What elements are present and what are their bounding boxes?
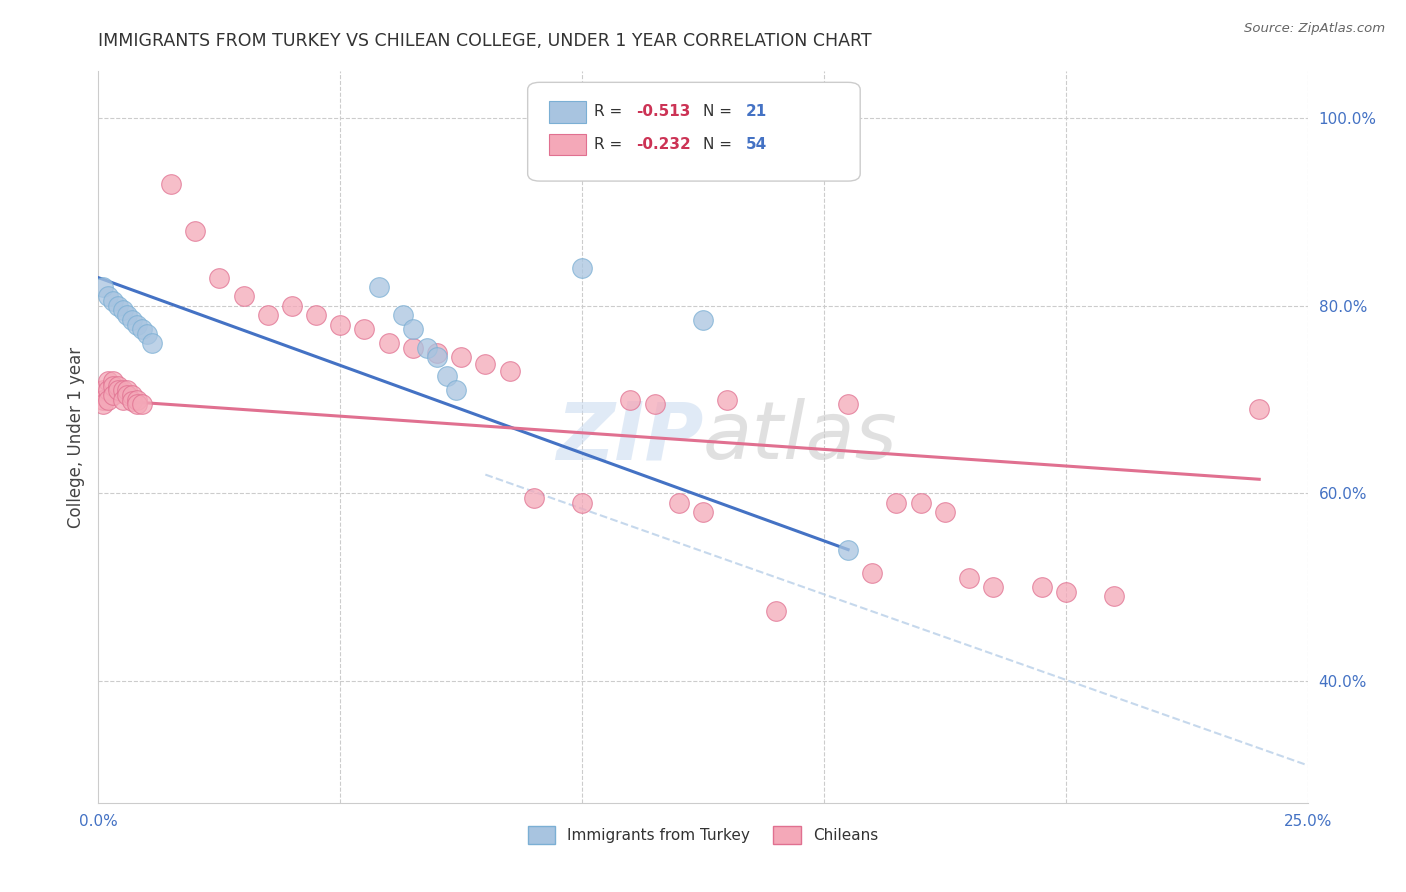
Text: -0.232: -0.232 — [637, 137, 692, 152]
Point — [571, 496, 593, 510]
Point — [97, 392, 120, 407]
Point — [97, 289, 120, 303]
Point — [1249, 401, 1271, 416]
Point — [571, 261, 593, 276]
Text: R =: R = — [595, 104, 627, 120]
Point — [131, 397, 153, 411]
Point — [416, 341, 439, 355]
Bar — [550, 101, 586, 122]
Point — [981, 580, 1004, 594]
Point — [498, 364, 520, 378]
Point — [436, 369, 458, 384]
Point — [97, 374, 120, 388]
Text: -0.513: -0.513 — [637, 104, 690, 120]
Text: N =: N = — [703, 104, 737, 120]
Point — [644, 397, 666, 411]
Point — [692, 313, 714, 327]
Point — [450, 351, 472, 365]
Point — [837, 397, 859, 411]
Point — [305, 308, 328, 322]
FancyBboxPatch shape — [527, 82, 860, 181]
Y-axis label: College, Under 1 year: College, Under 1 year — [66, 346, 84, 528]
Bar — [550, 134, 586, 155]
Point — [910, 496, 932, 510]
Point — [934, 505, 956, 519]
Point — [141, 336, 163, 351]
Point — [232, 289, 254, 303]
Point — [377, 336, 399, 351]
Point — [127, 397, 149, 411]
Point — [860, 566, 883, 580]
Text: N =: N = — [703, 137, 737, 152]
Point — [101, 374, 124, 388]
Point — [402, 322, 425, 336]
Point — [668, 496, 690, 510]
Point — [160, 177, 183, 191]
Point — [135, 326, 157, 341]
Point — [619, 392, 641, 407]
Point — [101, 294, 124, 309]
Point — [121, 394, 143, 409]
Point — [716, 392, 738, 407]
Point — [392, 308, 415, 322]
Point — [117, 388, 139, 402]
Point — [1031, 580, 1053, 594]
Point — [121, 388, 143, 402]
Point — [886, 496, 908, 510]
Point — [281, 299, 304, 313]
Text: IMMIGRANTS FROM TURKEY VS CHILEAN COLLEGE, UNDER 1 YEAR CORRELATION CHART: IMMIGRANTS FROM TURKEY VS CHILEAN COLLEG… — [98, 32, 872, 50]
Point — [111, 392, 134, 407]
Point — [765, 603, 787, 617]
Point — [1054, 584, 1077, 599]
Point — [208, 270, 231, 285]
Point — [101, 388, 124, 402]
Point — [127, 318, 149, 332]
Text: 21: 21 — [745, 104, 766, 120]
Text: atlas: atlas — [703, 398, 898, 476]
Point — [107, 383, 129, 397]
Legend: Immigrants from Turkey, Chileans: Immigrants from Turkey, Chileans — [522, 820, 884, 850]
Point — [329, 318, 352, 332]
Point — [111, 383, 134, 397]
Point — [107, 299, 129, 313]
Text: Source: ZipAtlas.com: Source: ZipAtlas.com — [1244, 22, 1385, 36]
Point — [91, 392, 114, 407]
Point — [117, 383, 139, 397]
Point — [121, 313, 143, 327]
Point — [111, 303, 134, 318]
Text: ZIP: ZIP — [555, 398, 703, 476]
Point — [692, 505, 714, 519]
Text: 54: 54 — [745, 137, 766, 152]
Point — [101, 378, 124, 392]
Point — [97, 383, 120, 397]
Point — [184, 224, 207, 238]
Point — [837, 542, 859, 557]
Point — [131, 322, 153, 336]
Point — [957, 571, 980, 585]
Point — [402, 341, 425, 355]
Point — [117, 308, 139, 322]
Point — [523, 491, 546, 505]
Point — [446, 383, 468, 397]
Point — [474, 357, 496, 371]
Text: R =: R = — [595, 137, 627, 152]
Point — [256, 308, 278, 322]
Point — [353, 322, 375, 336]
Point — [127, 392, 149, 407]
Point — [426, 351, 449, 365]
Point — [91, 383, 114, 397]
Point — [426, 345, 449, 359]
Point — [368, 280, 391, 294]
Point — [91, 397, 114, 411]
Point — [107, 378, 129, 392]
Point — [1102, 590, 1125, 604]
Point — [91, 280, 114, 294]
